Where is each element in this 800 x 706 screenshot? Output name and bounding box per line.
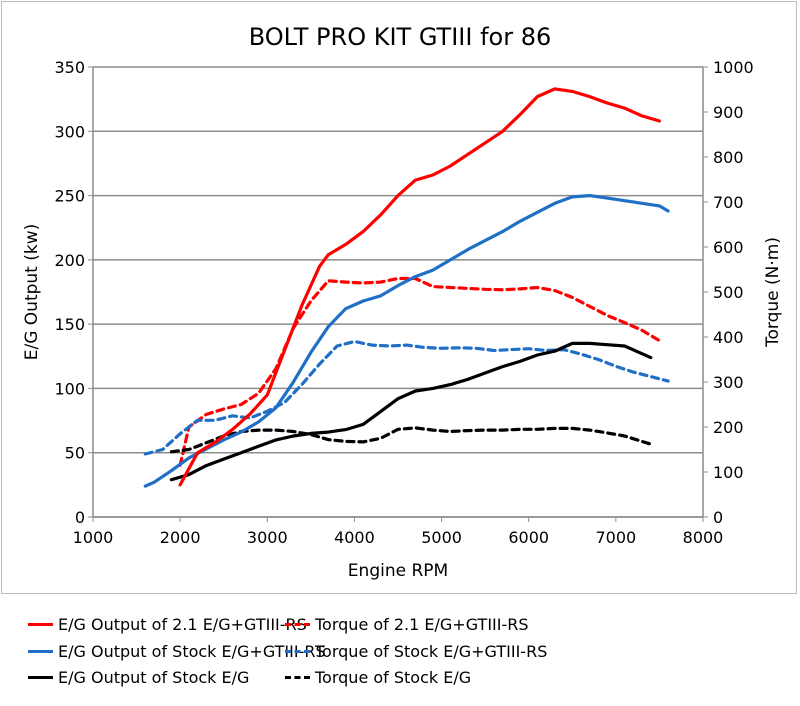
x-tick-label: 5000 — [421, 528, 462, 547]
x-tick-label: 2000 — [160, 528, 201, 547]
legend: E/G Output of 2.1 E/G+GTIII-RS E/G Output… — [0, 610, 800, 700]
legend-label: E/G Output of Stock E/G — [58, 668, 250, 687]
y-axis-label: E/G Output (kw) — [22, 224, 42, 361]
chart: BOLT PRO KIT GTIII for 86 Engine RPM E/G… — [22, 23, 783, 581]
y2-tick-label: 600 — [713, 238, 744, 257]
y2-tick-label: 300 — [713, 373, 744, 392]
y-tick-label: 200 — [54, 251, 85, 270]
legend-label: Torque of Stock E/G+GTIII-RS — [315, 642, 548, 661]
dashed-line-swatch-icon — [285, 650, 310, 653]
y-tick-label: 250 — [54, 187, 85, 206]
y2-tick-label: 1000 — [713, 58, 754, 77]
y-tick-label: 350 — [54, 58, 85, 77]
solid-line-swatch-icon — [28, 650, 53, 653]
x-tick-label: 4000 — [334, 528, 375, 547]
legend-label: E/G Output of Stock E/G+GTIII-RS — [58, 642, 326, 661]
x-axis-label: Engine RPM — [348, 561, 448, 581]
x-tick-label: 6000 — [508, 528, 549, 547]
y-tick-label: 300 — [54, 122, 85, 141]
series-line-2 — [169, 341, 653, 482]
y2-axis-label: Torque (N·m) — [763, 237, 783, 348]
chart-frame — [1, 1, 797, 594]
dashed-line-swatch-icon — [285, 623, 310, 626]
series-line-4 — [143, 339, 670, 456]
y2-tick-label: 800 — [713, 148, 744, 167]
legend-label: Torque of 2.1 E/G+GTIII-RS — [315, 615, 529, 634]
dashed-line-swatch-icon — [285, 676, 310, 679]
y2-tick-label: 900 — [713, 103, 744, 122]
legend-item: E/G Output of Stock E/G — [28, 668, 249, 687]
legend-item: E/G Output of Stock E/G+GTIII-RS — [28, 642, 326, 661]
y2-tick-label: 100 — [713, 463, 744, 482]
y2-tick-label: 0 — [713, 508, 723, 527]
x-tick-label: 1000 — [73, 528, 114, 547]
y-tick-label: 0 — [75, 508, 85, 527]
x-tick-label: 7000 — [595, 528, 636, 547]
y2-tick-label: 200 — [713, 418, 744, 437]
legend-item: Torque of 2.1 E/G+GTIII-RS — [285, 615, 529, 634]
y2-tick-label: 700 — [713, 193, 744, 212]
y-tick-label: 100 — [54, 379, 85, 398]
legend-label: Torque of Stock E/G — [315, 668, 472, 687]
y-tick-label: 150 — [54, 315, 85, 334]
legend-label: E/G Output of 2.1 E/G+GTIII-RS — [58, 615, 307, 634]
legend-item: E/G Output of 2.1 E/G+GTIII-RS — [28, 615, 307, 634]
series-line-0 — [178, 87, 662, 487]
legend-item: Torque of Stock E/G+GTIII-RS — [285, 642, 547, 661]
solid-line-swatch-icon — [28, 676, 53, 679]
solid-line-swatch-icon — [28, 623, 53, 626]
series-line-3 — [178, 276, 662, 467]
series-line-5 — [169, 426, 653, 454]
legend-item: Torque of Stock E/G — [285, 668, 471, 687]
x-tick-label: 3000 — [247, 528, 288, 547]
chart-title: BOLT PRO KIT GTIII for 86 — [249, 23, 552, 51]
y2-tick-label: 400 — [713, 328, 744, 347]
y2-tick-label: 500 — [713, 283, 744, 302]
series-line-1 — [143, 194, 670, 488]
y-tick-label: 50 — [65, 444, 85, 463]
x-tick-label: 8000 — [683, 528, 724, 547]
